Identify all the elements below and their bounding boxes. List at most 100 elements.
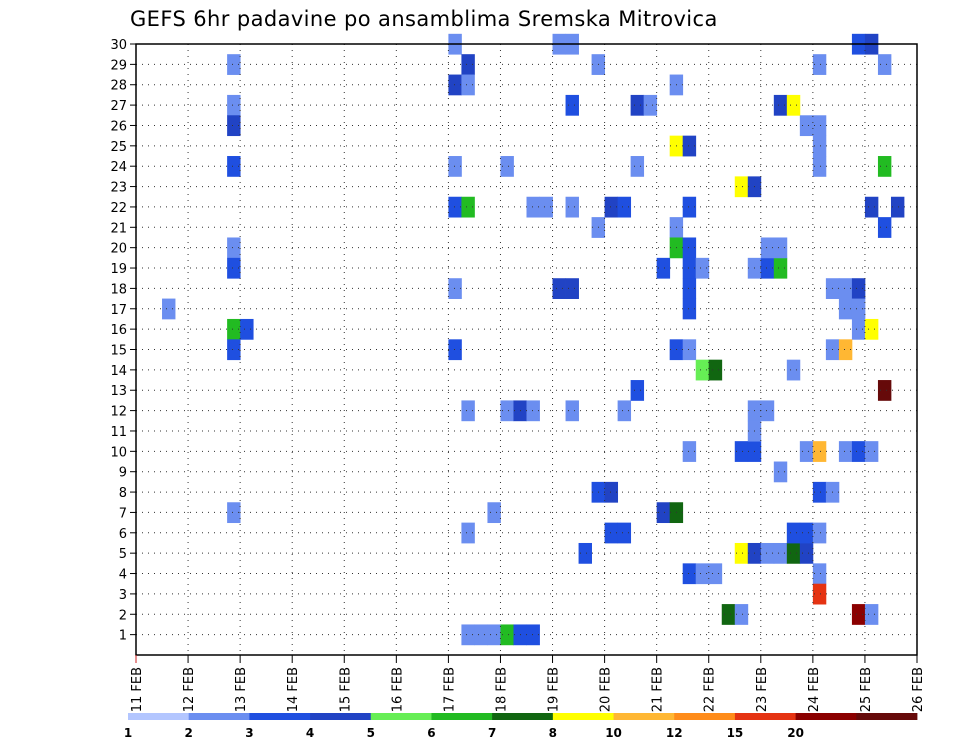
x-tick-label: 26 FEB [911,667,926,712]
heatmap-cell [695,257,710,279]
heatmap-cell [695,359,710,381]
y-tick-label: 13 [110,384,127,399]
heatmap-cell [578,542,592,564]
heatmap-cell [838,441,853,462]
x-tick-label: 18 FEB [494,667,509,712]
heatmap-cell [682,237,697,259]
heatmap-cell [461,196,475,218]
heatmap-cell [877,380,892,401]
heatmap-cell [864,196,879,218]
heatmap-cell [604,481,619,503]
heatmap-cell [773,542,788,564]
heatmap-cell [227,339,241,361]
legend-label: 3 [245,726,253,740]
heatmap-cell [838,278,853,299]
legend-swatch [492,713,554,720]
legend-swatch [249,713,311,720]
legend-swatch [128,713,190,720]
heatmap-cell [812,156,827,177]
y-tick-label: 21 [110,221,127,236]
heatmap-cell [682,278,697,299]
heatmap-cell [682,441,697,462]
heatmap-cell [799,542,814,564]
heatmap-cell [786,359,801,381]
heatmap-cell [461,522,475,544]
x-tick-label: 13 FEB [234,667,249,712]
y-tick-label: 24 [110,160,127,175]
legend-label: 4 [306,726,314,740]
legend-label: 6 [427,726,435,740]
heatmap-cell [877,217,892,238]
heatmap-cell [448,156,462,177]
y-tick-label: 1 [119,629,127,644]
legend-label: 15 [727,726,744,740]
heatmap-cell [526,624,540,646]
y-tick-label: 30 [110,38,127,53]
heatmap-cell [617,196,632,218]
heatmap-cell [708,359,723,381]
y-tick-label: 23 [110,181,127,196]
heatmap-cell [630,94,645,116]
heatmap-cell [773,237,788,259]
heatmap-cell [461,54,475,75]
heatmap-cell [682,298,697,320]
y-tick-label: 9 [119,466,127,481]
heatmap-cell [734,542,749,564]
y-tick-label: 15 [110,344,127,359]
legend-swatch [613,713,675,720]
x-tick-label: 15 FEB [338,667,353,712]
y-tick-label: 18 [110,282,127,297]
heatmap-cell [786,522,801,544]
heatmap-cell [240,318,254,340]
heatmap-cell [461,400,475,422]
heatmap-cell [461,74,475,96]
y-tick-label: 7 [119,506,127,521]
chart-title: GEFS 6hr padavine po ansamblima Sremska … [130,7,718,31]
x-axis: 11 FEB 12 FEB 13 FEB 14 FEB 15 FEB 16 FEB 17 F… [130,655,926,712]
heatmap-cell [682,135,697,157]
legend-swatch [674,713,736,720]
heatmap-cell [526,400,540,422]
heatmap-cell [708,563,723,585]
legend-swatch [552,713,614,720]
heatmap-cell [227,318,241,340]
heatmap-cell [565,94,579,116]
legend-swatch [795,713,857,720]
y-tick-label: 10 [110,445,127,460]
heatmap-cell [500,624,514,646]
y-tick-label: 25 [110,140,127,155]
y-tick-label: 17 [110,303,127,318]
color-legend: 1 2 3 4 5 6 7 8 10 12 15 20 [124,713,918,740]
heatmap-cell [786,94,801,116]
data-cells [162,33,905,646]
legend-swatch [310,713,372,720]
heatmap-cell [539,196,553,218]
heatmap-cell [799,115,814,137]
x-tick-label: 23 FEB [755,667,770,712]
heatmap-cell [760,400,775,422]
heatmap-cell [227,237,241,259]
heatmap-cell [227,54,241,75]
y-tick-label: 2 [119,608,127,623]
heatmap-cell [227,502,241,524]
heatmap-cell [227,115,241,137]
legend-label: 2 [185,726,193,740]
heatmap-cell [812,481,827,503]
y-tick-label: 27 [110,99,127,114]
grid-lines [135,43,918,655]
heatmap-cell [617,522,632,544]
heatmap-cell [812,54,827,75]
heatmap-cell [630,156,645,177]
heatmap-cell [760,542,775,564]
heatmap-cell [487,502,501,524]
y-tick-label: 20 [110,242,127,257]
y-tick-label: 6 [119,527,127,542]
y-tick-label: 11 [110,425,127,440]
heatmap-cell [786,542,801,564]
heatmap-cell [812,583,827,605]
heatmap-cell [799,441,814,462]
heatmap-cell [604,196,619,218]
heatmap-cell [890,196,905,218]
heatmap-cell [812,563,827,585]
heatmap-cell [812,115,827,137]
